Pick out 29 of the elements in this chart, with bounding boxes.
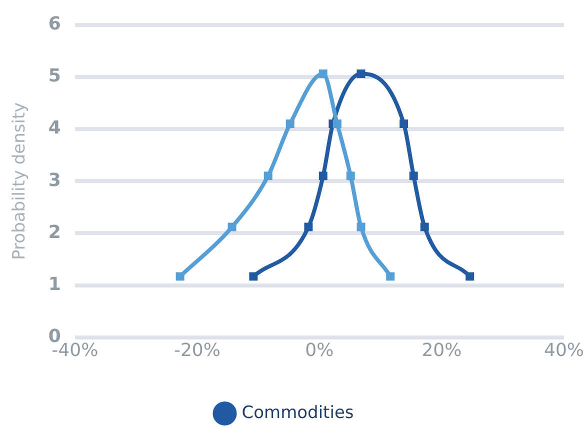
y-tick-label: 1 xyxy=(48,274,61,295)
y-tick-label: 4 xyxy=(48,118,61,139)
x-tick-label: 0% xyxy=(305,340,334,361)
point xyxy=(286,120,294,128)
x-tick-label: -20% xyxy=(174,340,220,361)
point xyxy=(400,120,408,128)
point xyxy=(264,172,272,180)
point xyxy=(346,172,355,180)
point xyxy=(356,222,366,232)
point xyxy=(409,172,418,180)
x-tick-label: 20% xyxy=(422,340,462,361)
point xyxy=(318,172,328,180)
point xyxy=(332,120,342,128)
point xyxy=(176,272,184,281)
y-tick-label: 5 xyxy=(48,66,61,87)
point xyxy=(249,272,258,281)
point xyxy=(420,222,429,232)
y-tick-label: 6 xyxy=(48,13,61,34)
legend-label: Commodities xyxy=(242,402,354,423)
y-tick-label: 3 xyxy=(48,170,61,191)
point xyxy=(386,272,395,281)
point xyxy=(466,272,474,281)
y-axis-title: Probability density xyxy=(10,102,30,260)
point xyxy=(318,70,328,78)
x-tick-label: 40% xyxy=(544,340,584,361)
point xyxy=(228,222,236,232)
point xyxy=(356,70,366,78)
y-tick-label: 2 xyxy=(48,222,61,243)
point xyxy=(304,222,313,232)
